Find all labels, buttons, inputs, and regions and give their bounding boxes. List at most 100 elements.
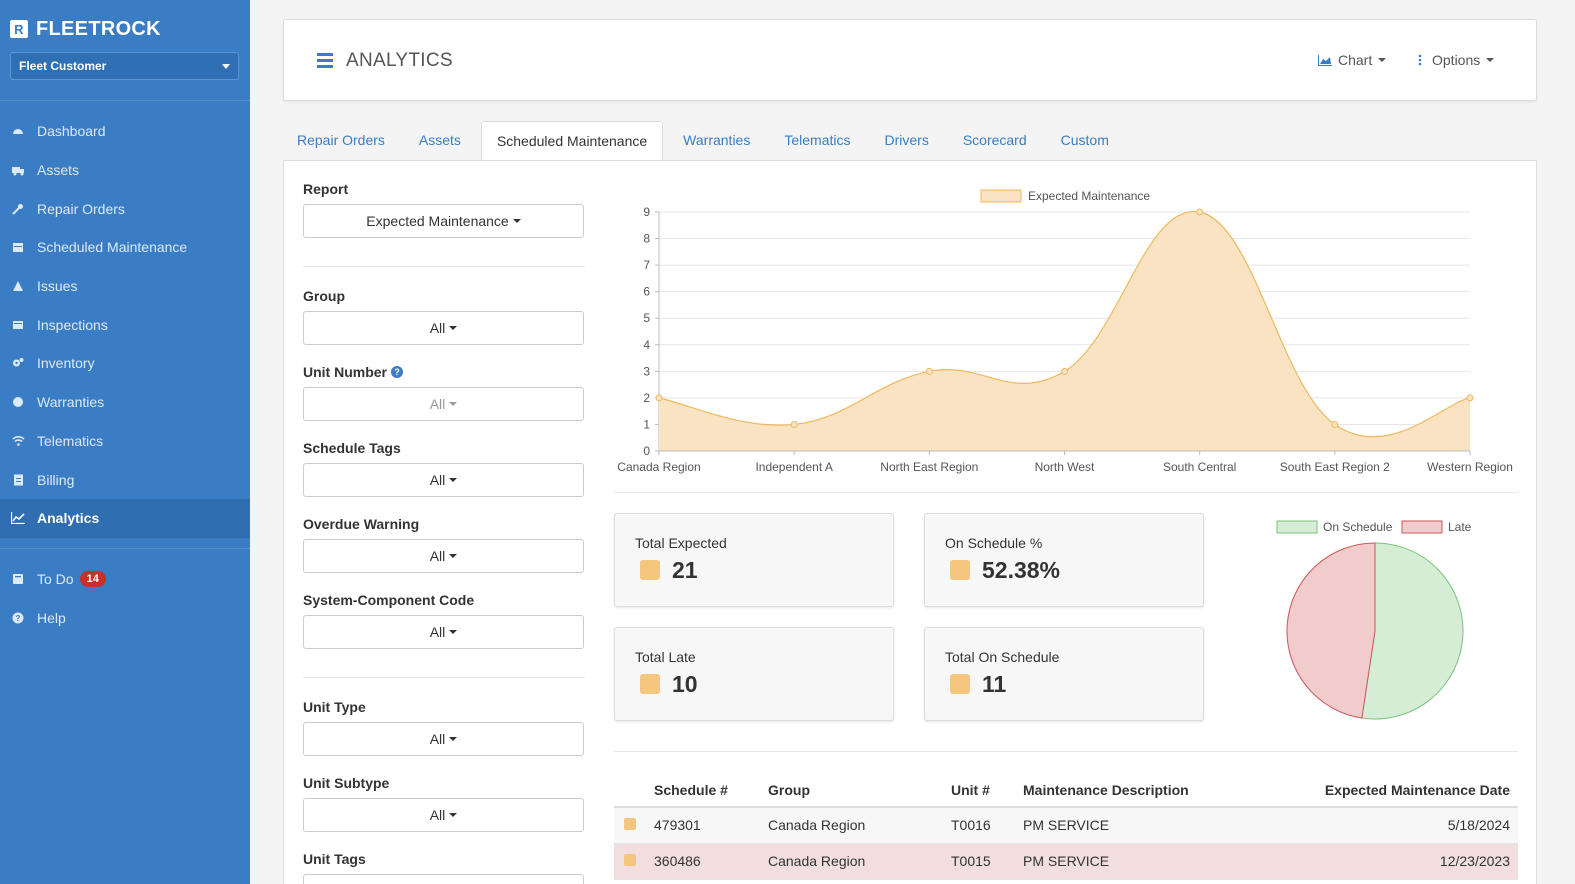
x-tick-label: South East Region 2 <box>1280 460 1390 474</box>
column-header-group[interactable]: Group <box>768 773 951 808</box>
sidebar-item-label: Help <box>37 609 66 626</box>
tab-assets[interactable]: Assets <box>418 132 461 148</box>
legend-label-on-schedule: On Schedule <box>1323 520 1393 534</box>
section-divider <box>614 492 1518 493</box>
todo-count-badge: 14 <box>79 570 106 587</box>
total-expected-value: 21 <box>672 557 698 583</box>
table-row[interactable]: 479301 Canada Region T0016 PM SERVICE 5/… <box>614 807 1518 844</box>
sidebar-item-telematics[interactable]: Telematics <box>0 422 250 461</box>
customer-select[interactable]: Fleet Customer <box>10 52 239 80</box>
schedule-tags-select[interactable]: All <box>303 463 584 497</box>
filter-column: Report Expected Maintenance Group All Un… <box>303 181 585 884</box>
tab-repair-orders[interactable]: Repair Orders <box>297 132 385 148</box>
brand[interactable]: R FLEETROCK <box>0 0 250 58</box>
caret-down-icon <box>512 219 521 223</box>
x-tick-label: Western Region <box>1427 460 1513 474</box>
y-tick-label: 9 <box>643 205 650 219</box>
data-point <box>1196 208 1204 216</box>
section-divider <box>614 751 1518 752</box>
caret-down-icon <box>1486 58 1495 62</box>
column-header-date[interactable]: Expected Maintenance Date <box>1263 773 1518 808</box>
overdue-warning-select[interactable]: All <box>303 539 584 573</box>
unit-type-select[interactable]: All <box>303 722 584 756</box>
ellipsis-vertical-icon <box>1418 54 1422 66</box>
unit-number-select-value: All <box>429 396 446 412</box>
on-schedule-pct-card: On Schedule % 52.38% <box>924 513 1204 607</box>
unit-cell: T0016 <box>951 807 1023 844</box>
schedule-tags-select-value: All <box>429 472 446 488</box>
system-component-code-label: System-Component Code <box>303 592 475 608</box>
sidebar-item-label: Issues <box>37 278 78 295</box>
legend-swatch <box>624 854 636 866</box>
unit-subtype-select[interactable]: All <box>303 798 584 832</box>
svg-text:?: ? <box>16 614 21 623</box>
y-tick-label: 3 <box>643 364 650 378</box>
sidebar-item-inspections[interactable]: Inspections <box>0 305 250 344</box>
y-tick-label: 4 <box>643 338 650 352</box>
pie-slice-late <box>1286 542 1376 719</box>
tab-custom[interactable]: Custom <box>1060 132 1109 148</box>
total-on-schedule-value: 11 <box>982 671 1007 697</box>
fleetrock-logo-icon: R <box>10 20 28 38</box>
sidebar-item-assets[interactable]: Assets <box>0 151 250 190</box>
overdue-warning-select-value: All <box>429 548 446 564</box>
sidebar-item-analytics[interactable]: Analytics <box>0 498 250 538</box>
description-cell: PM SERVICE <box>1023 843 1263 880</box>
tab-drivers[interactable]: Drivers <box>884 132 929 148</box>
legend-swatch-late <box>1401 520 1443 534</box>
unit-tags-select[interactable] <box>303 874 584 884</box>
y-tick-label: 1 <box>643 417 650 431</box>
wrench-icon <box>11 202 25 216</box>
analytics-tabs: Repair Orders Assets Scheduled Maintenance… <box>283 121 1129 161</box>
column-header-description[interactable]: Maintenance Description <box>1023 773 1263 808</box>
group-cell: Canada Region <box>768 843 951 880</box>
expected-maintenance-area-chart: 0 1 2 3 4 5 6 7 8 9 Canada Region Independent A Nort… <box>617 189 1513 474</box>
tab-warranties[interactable]: Warranties <box>683 132 751 148</box>
column-header-unit[interactable]: Unit # <box>951 773 1023 808</box>
tab-scorecard[interactable]: Scorecard <box>962 132 1027 148</box>
column-header-schedule[interactable]: Schedule # <box>654 773 768 808</box>
sidebar-item-help[interactable]: ? Help <box>0 598 250 637</box>
sidebar-item-billing[interactable]: Billing <box>0 460 250 499</box>
sidebar-item-scheduled-maintenance[interactable]: Scheduled Maintenance <box>0 228 250 267</box>
sidebar-item-label: Analytics <box>37 510 100 527</box>
maintenance-table: Schedule # Group Unit # Maintenance Desc… <box>614 773 1518 880</box>
unit-subtype-label: Unit Subtype <box>303 775 390 791</box>
caret-down-icon <box>449 630 458 634</box>
caret-down-icon <box>449 326 458 330</box>
on-schedule-pie-chart: On Schedule Late <box>1276 520 1472 720</box>
unit-number-select[interactable]: All <box>303 387 584 421</box>
total-on-schedule-label: Total On Schedule <box>945 649 1060 665</box>
main-panel: Report Expected Maintenance Group All Un… <box>283 160 1537 884</box>
question-circle-icon[interactable]: ? <box>391 366 403 378</box>
y-tick-label: 0 <box>643 444 650 458</box>
unit-type-label: Unit Type <box>303 699 366 715</box>
options-dropdown-button[interactable]: Options <box>1418 52 1495 68</box>
warning-icon <box>11 279 25 293</box>
sidebar-item-label: Scheduled Maintenance <box>37 239 188 256</box>
description-cell: PM SERVICE <box>1023 807 1263 844</box>
report-label: Report <box>303 181 349 197</box>
report-select[interactable]: Expected Maintenance <box>303 204 584 238</box>
sidebar-item-dashboard[interactable]: Dashboard <box>0 112 250 151</box>
sidebar-item-repair-orders[interactable]: Repair Orders <box>0 189 250 228</box>
legend-swatch <box>950 560 970 580</box>
series-area-expected-maintenance <box>659 211 1470 451</box>
chart-dropdown-button[interactable]: Chart <box>1318 52 1387 68</box>
hamburger-menu-icon[interactable] <box>317 53 333 71</box>
sidebar-item-warranties[interactable]: Warranties <box>0 383 250 422</box>
group-select[interactable]: All <box>303 311 584 345</box>
sidebar-item-issues[interactable]: Issues <box>0 267 250 306</box>
system-component-code-select[interactable]: All <box>303 615 584 649</box>
sidebar-divider <box>0 547 250 549</box>
table-row[interactable]: 360486 Canada Region T0015 PM SERVICE 12… <box>614 843 1518 880</box>
sidebar-item-label: Telematics <box>37 432 104 449</box>
sidebar-item-inventory[interactable]: Inventory <box>0 344 250 383</box>
legend-label-late: Late <box>1448 520 1472 534</box>
row-swatch-cell <box>614 807 654 844</box>
tab-telematics[interactable]: Telematics <box>784 132 851 148</box>
sidebar-item-label: Billing <box>37 471 75 488</box>
tab-scheduled-maintenance[interactable]: Scheduled Maintenance <box>480 121 664 161</box>
unit-tags-label: Unit Tags <box>303 851 366 867</box>
sidebar-item-todo[interactable]: To Do 14 <box>0 560 250 599</box>
